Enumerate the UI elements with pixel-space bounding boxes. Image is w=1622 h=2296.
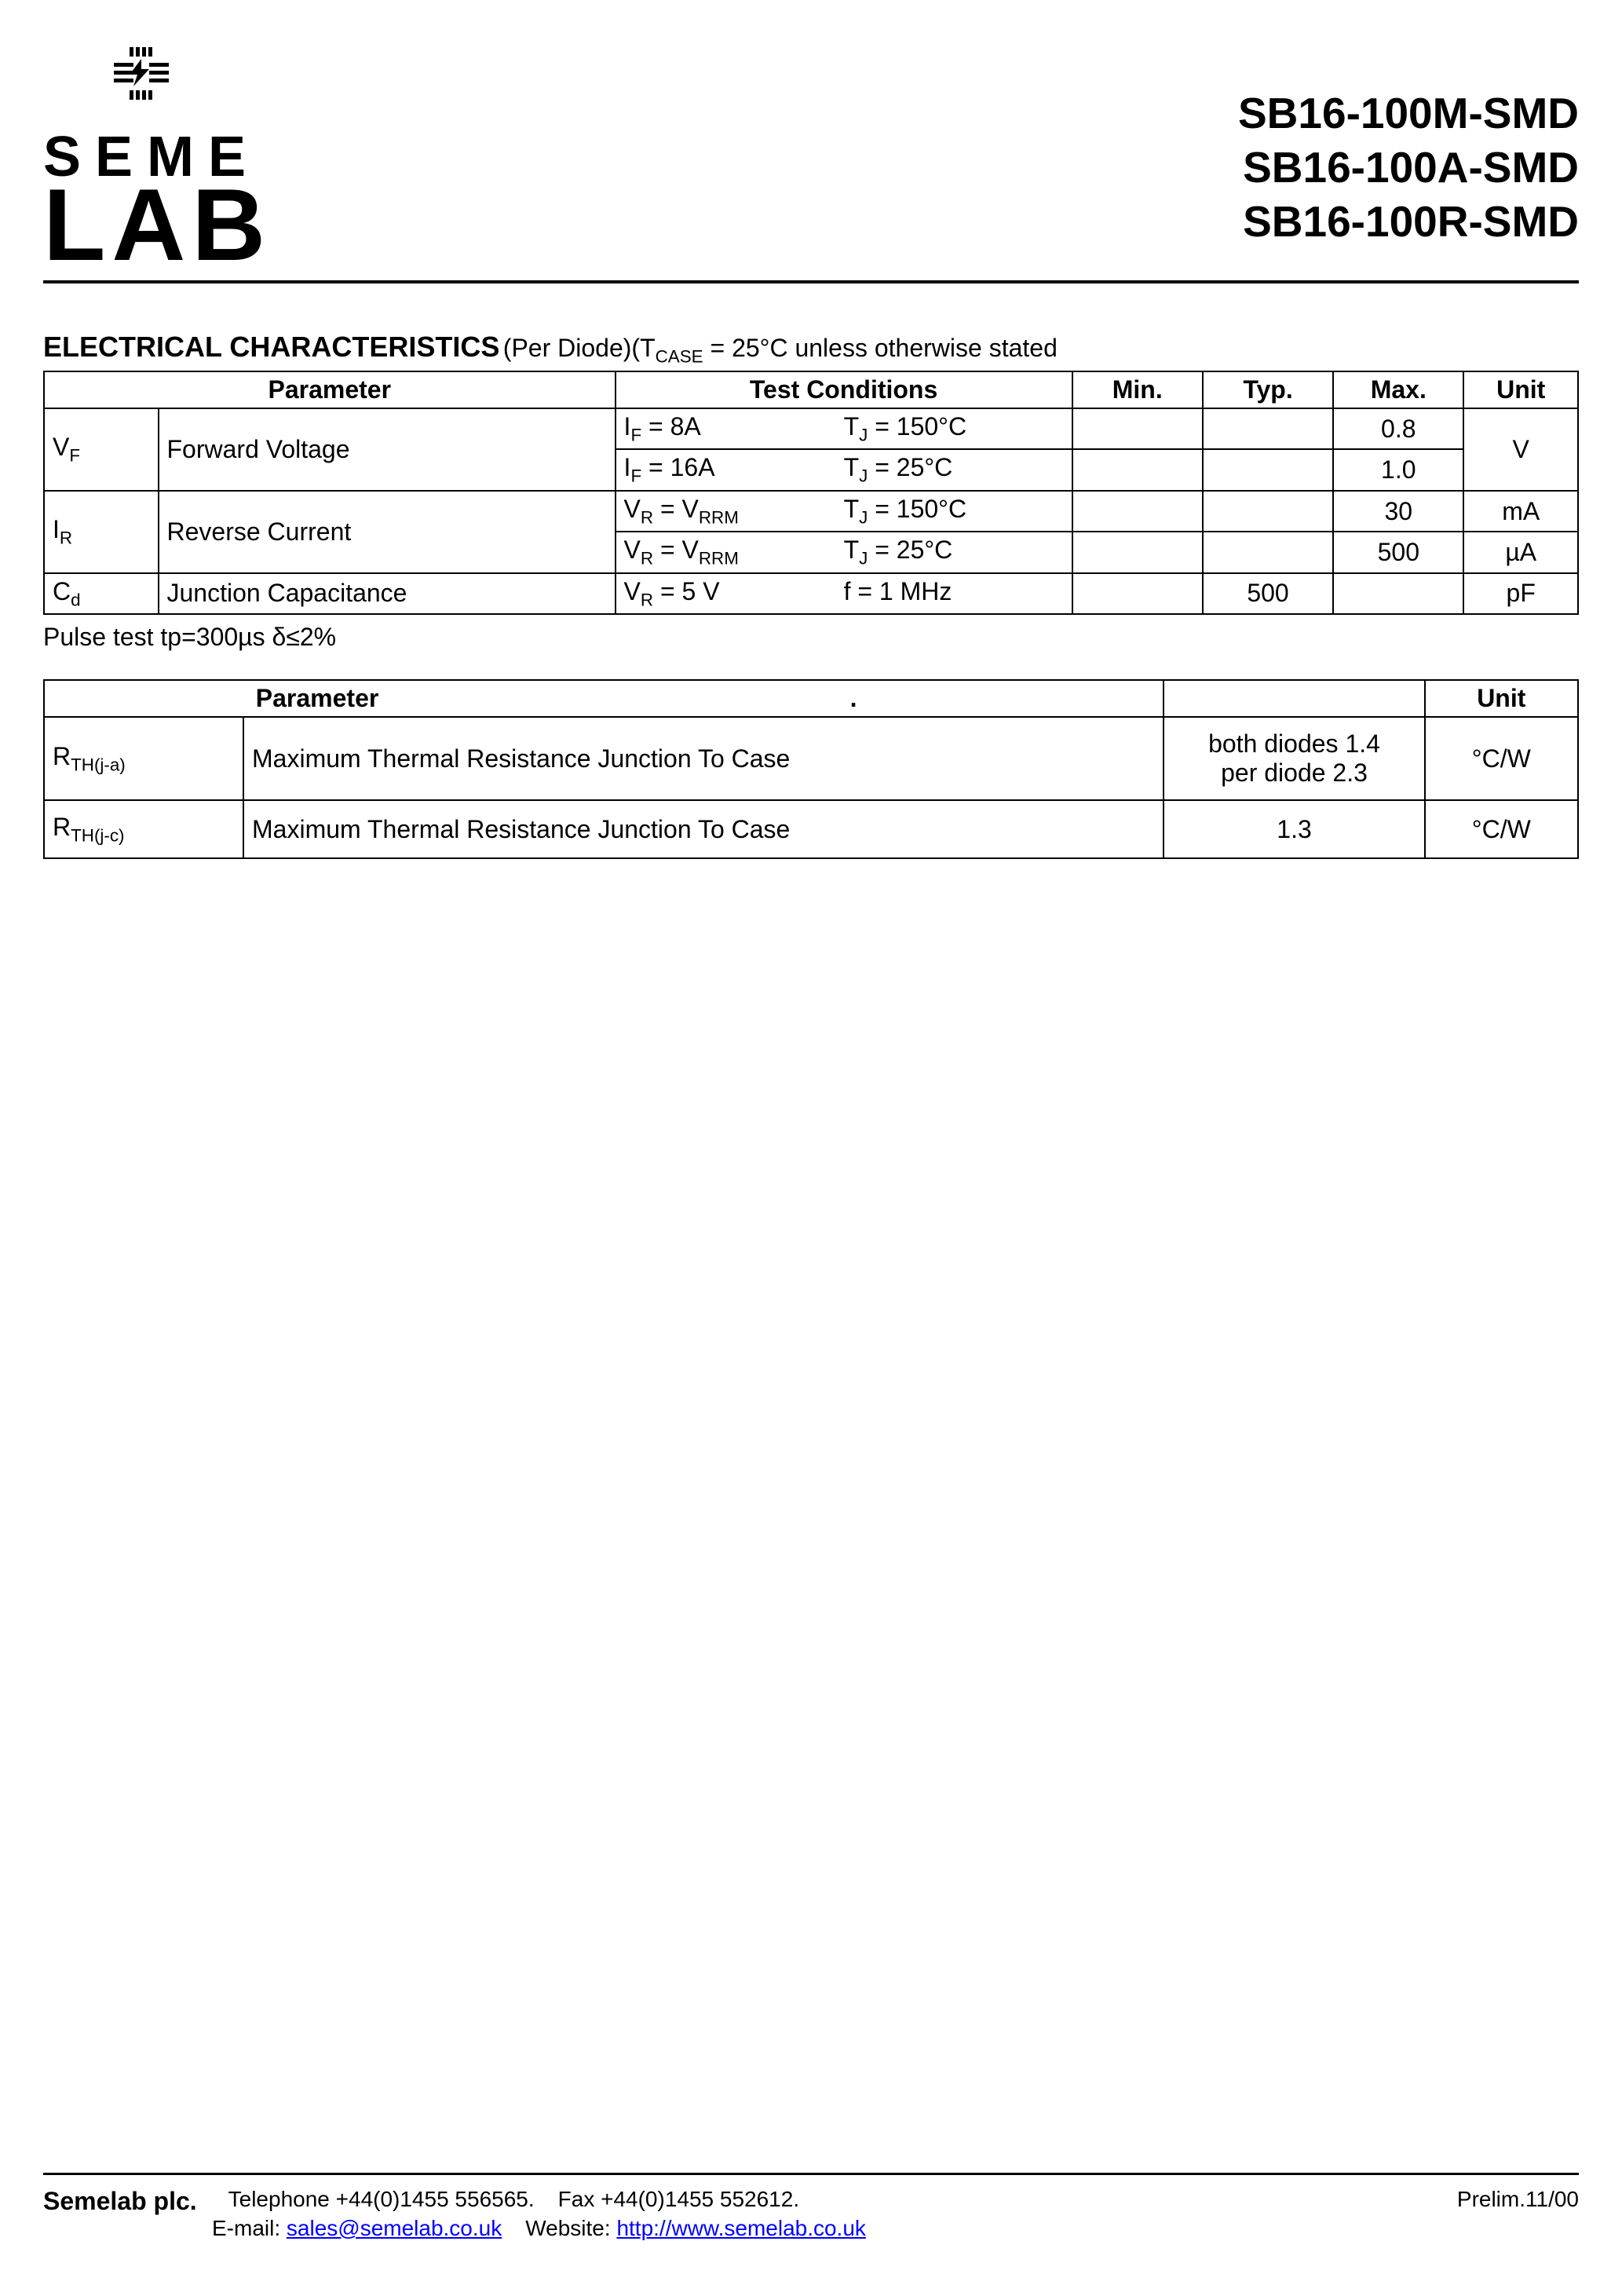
table-row: RTH(j-c) Maximum Thermal Resistance Junc… — [44, 800, 1578, 858]
param-cell: Reverse Current — [159, 491, 616, 573]
symbol-cell: IR — [44, 491, 159, 573]
electrical-characteristics-table: Parameter Test Conditions Min. Typ. Max.… — [43, 371, 1579, 615]
param-cell: Forward Voltage — [159, 408, 616, 491]
test-condition-cell: IF = 8A TJ = 150°C — [616, 408, 1072, 449]
unit-cell: mA — [1463, 491, 1578, 532]
value-cell: 1.3 — [1164, 800, 1424, 858]
footer-website-label: Website: — [525, 2216, 616, 2240]
min-cell — [1072, 491, 1203, 532]
unit-cell: µA — [1463, 532, 1578, 572]
section-title: ELECTRICAL CHARACTERISTICS — [43, 331, 499, 363]
footer-email-link[interactable]: sales@semelab.co.uk — [287, 2216, 502, 2240]
logo: SEME LAB — [43, 47, 272, 269]
param-cell: Maximum Thermal Resistance Junction To C… — [243, 800, 1164, 858]
part-number-1: SB16-100M-SMD — [1238, 86, 1579, 141]
section-subtitle: (Per Diode)(TCASE = 25°C unless otherwis… — [503, 334, 1058, 362]
th-parameter: Parameter — [53, 684, 582, 713]
table-header-row: Parameter . Unit — [44, 680, 1578, 717]
typ-cell — [1203, 491, 1333, 532]
typ-cell — [1203, 532, 1333, 572]
semelab-icon — [102, 47, 181, 130]
th-value — [1164, 680, 1424, 717]
th-test-conditions: Test Conditions — [616, 371, 1072, 408]
table-row: IR Reverse Current VR = VRRM TJ = 150°C … — [44, 491, 1578, 532]
pulse-test-note: Pulse test tp=300µs δ≤2% — [43, 623, 1579, 652]
th-min: Min. — [1072, 371, 1203, 408]
th-unit: Unit — [1463, 371, 1578, 408]
logo-lab: LAB — [43, 181, 272, 269]
table-row: RTH(j-a) Maximum Thermal Resistance Junc… — [44, 717, 1578, 800]
th-parameter: Parameter — [44, 371, 616, 408]
unit-cell: V — [1463, 408, 1578, 491]
symbol-cell: RTH(j-a) — [44, 717, 243, 800]
table-row: Cd Junction Capacitance VR = 5 V f = 1 M… — [44, 573, 1578, 614]
page-header: SEME LAB SB16-100M-SMD SB16-100A-SMD SB1… — [43, 47, 1579, 283]
max-cell: 500 — [1333, 532, 1463, 572]
param-cell: Maximum Thermal Resistance Junction To C… — [243, 717, 1164, 800]
unit-cell: pF — [1463, 573, 1578, 614]
min-cell — [1072, 449, 1203, 490]
part-number-3: SB16-100R-SMD — [1238, 195, 1579, 249]
test-condition-cell: VR = VRRM TJ = 150°C — [616, 491, 1072, 532]
unit-cell: °C/W — [1425, 800, 1578, 858]
typ-cell: 500 — [1203, 573, 1333, 614]
typ-cell — [1203, 408, 1333, 449]
min-cell — [1072, 408, 1203, 449]
symbol-cell: Cd — [44, 573, 159, 614]
footer-prelim: Prelim.11/00 — [1457, 2187, 1579, 2212]
th-max: Max. — [1333, 371, 1463, 408]
test-condition-cell: VR = VRRM TJ = 25°C — [616, 532, 1072, 572]
unit-cell: °C/W — [1425, 717, 1578, 800]
th-typ: Typ. — [1203, 371, 1333, 408]
thermal-table: Parameter . Unit RTH(j-a) Maximum Therma… — [43, 679, 1579, 859]
section-header: ELECTRICAL CHARACTERISTICS (Per Diode)(T… — [43, 331, 1579, 367]
max-cell — [1333, 573, 1463, 614]
max-cell: 30 — [1333, 491, 1463, 532]
min-cell — [1072, 573, 1203, 614]
symbol-cell: RTH(j-c) — [44, 800, 243, 858]
max-cell: 1.0 — [1333, 449, 1463, 490]
max-cell: 0.8 — [1333, 408, 1463, 449]
min-cell — [1072, 532, 1203, 572]
value-cell: both diodes 1.4 per diode 2.3 — [1164, 717, 1424, 800]
part-number-2: SB16-100A-SMD — [1238, 141, 1579, 195]
test-condition-cell: VR = 5 V f = 1 MHz — [616, 573, 1072, 614]
footer-email-label: E-mail: — [212, 2216, 287, 2240]
table-header-row: Parameter Test Conditions Min. Typ. Max.… — [44, 371, 1578, 408]
footer-fax: Fax +44(0)1455 552612. — [558, 2187, 799, 2216]
param-cell: Junction Capacitance — [159, 573, 616, 614]
symbol-cell: VF — [44, 408, 159, 491]
logo-text: SEME LAB — [43, 133, 272, 269]
th-unit: Unit — [1425, 680, 1578, 717]
table-row: VF Forward Voltage IF = 8A TJ = 150°C 0.… — [44, 408, 1578, 449]
part-numbers: SB16-100M-SMD SB16-100A-SMD SB16-100R-SM… — [1238, 47, 1579, 248]
footer-company: Semelab plc. — [43, 2187, 197, 2216]
footer-phone: Telephone +44(0)1455 556565. — [228, 2187, 535, 2216]
test-condition-cell: IF = 16A TJ = 25°C — [616, 449, 1072, 490]
footer-website-link[interactable]: http://www.semelab.co.uk — [616, 2216, 865, 2240]
page-footer: Semelab plc. Telephone +44(0)1455 556565… — [43, 2173, 1579, 2241]
typ-cell — [1203, 449, 1333, 490]
th-dot: . — [589, 684, 1118, 713]
